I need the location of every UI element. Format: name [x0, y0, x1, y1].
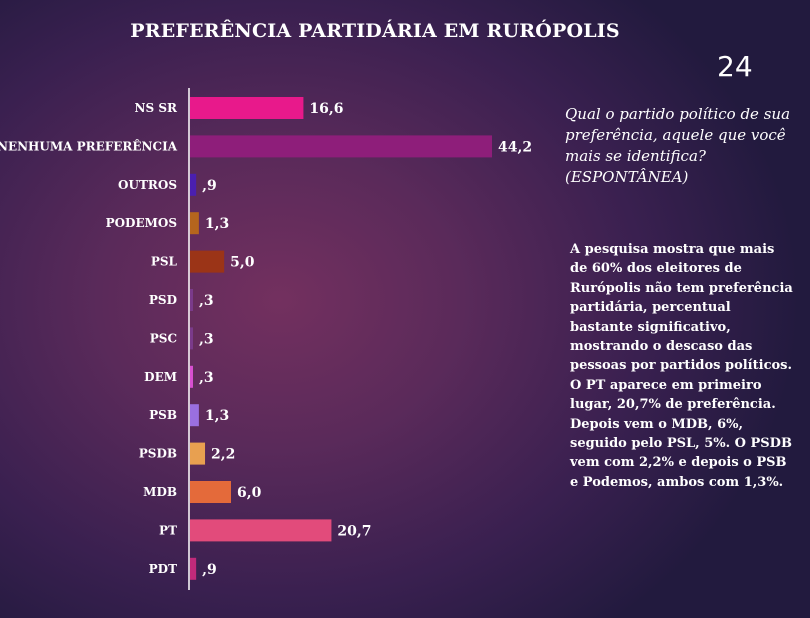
bar-4 [190, 250, 225, 273]
value-label: 5,0 [230, 255, 255, 271]
bar-6 [190, 327, 193, 350]
value-label: ,3 [199, 370, 214, 386]
bar-11 [190, 519, 332, 542]
category-label: DEM [144, 370, 177, 384]
value-label: 20,7 [337, 523, 371, 539]
value-label: 16,6 [309, 101, 343, 117]
bar-5 [190, 289, 193, 311]
category-label: PSL [151, 255, 178, 269]
bar-1 [190, 135, 492, 158]
slide-number: 24 [717, 50, 753, 83]
bar-8 [190, 404, 199, 427]
category-label: PSDB [139, 447, 177, 461]
bar-12 [190, 557, 197, 580]
value-label: 1,3 [205, 216, 229, 232]
category-label: OUTROS [118, 178, 177, 192]
value-label: 1,3 [205, 408, 229, 424]
category-label: PODEMOS [106, 216, 177, 230]
survey-question: Qual o partido político de sua preferênc… [565, 105, 791, 186]
value-label: ,3 [199, 331, 214, 347]
category-label: PSC [150, 331, 177, 345]
category-label: NENHUMA PREFERÊNCIA [0, 138, 178, 153]
value-label: 6,0 [237, 485, 262, 501]
analysis-text: A pesquisa mostra que mais de 60% dos el… [570, 242, 793, 490]
category-label: PSD [149, 293, 177, 307]
bar-3 [190, 212, 199, 235]
value-label: ,9 [202, 178, 217, 194]
bar-0 [190, 97, 304, 119]
bar-2 [190, 173, 197, 196]
bar-10 [190, 481, 231, 503]
chart-title: PREFERÊNCIA PARTIDÁRIA EM RURÓPOLIS [130, 20, 620, 42]
category-label: PSB [149, 408, 177, 422]
bar-9 [190, 442, 206, 465]
value-label: ,9 [202, 562, 217, 578]
value-label: 44,2 [498, 139, 532, 155]
category-label: PT [159, 523, 177, 537]
category-label: MDB [143, 485, 177, 499]
value-label: 2,2 [211, 447, 235, 463]
value-label: ,3 [199, 293, 214, 309]
category-label: NS SR [135, 101, 178, 115]
bar-7 [190, 365, 193, 388]
category-label: PDT [149, 562, 177, 576]
